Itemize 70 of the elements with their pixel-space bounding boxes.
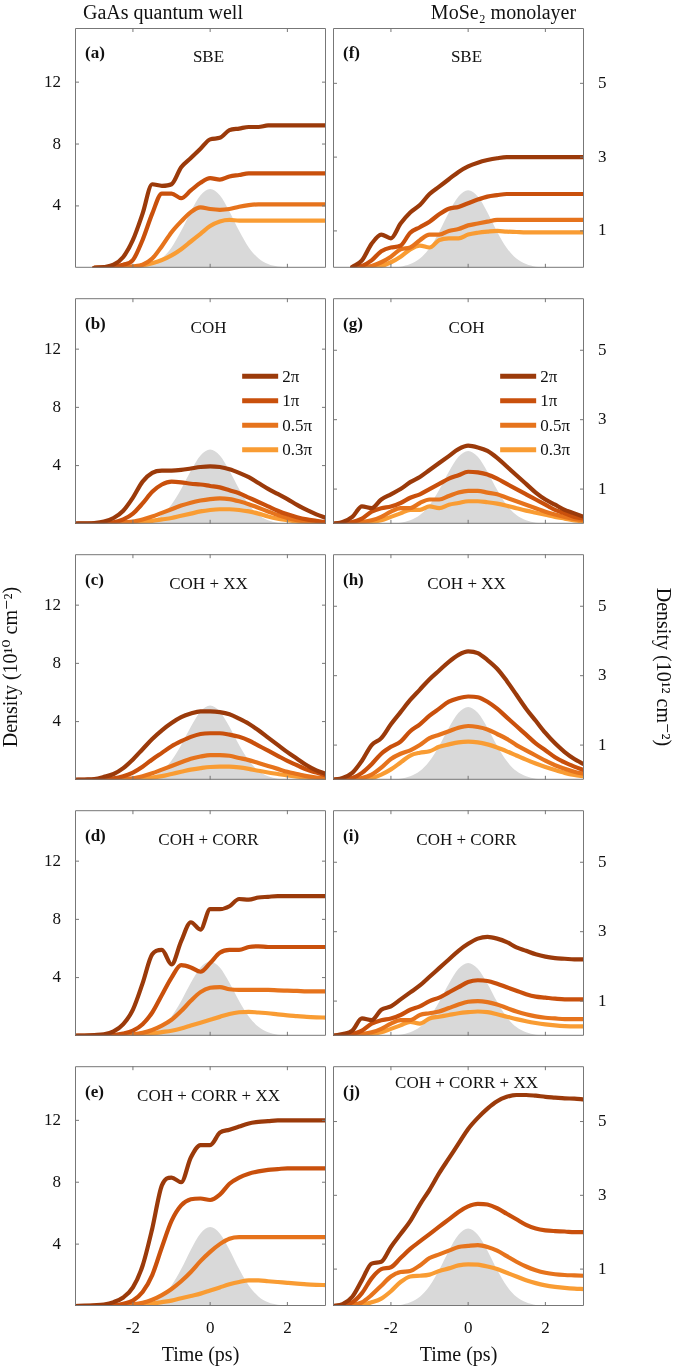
y2-tick-label: 5	[598, 72, 607, 92]
y2-tick-label: 3	[598, 409, 607, 429]
legend-label: 2π	[282, 366, 300, 386]
annotation: (d)	[85, 825, 106, 845]
y2-axis-title: Density (10¹² cm⁻²)	[651, 587, 673, 747]
text: SBE	[450, 47, 483, 67]
text: COH	[190, 317, 227, 337]
annotation: (h)	[343, 569, 364, 589]
y-tick-label: 12	[44, 850, 61, 870]
y2-tick-label: 1	[598, 734, 607, 754]
x-axis-title: Time (ps)	[419, 1343, 498, 1367]
y-tick-label: 4	[52, 455, 62, 475]
legend-label: 0.5π	[282, 415, 313, 435]
legend-label: 2π	[540, 366, 558, 386]
annotation: (j)	[343, 1081, 360, 1101]
y-tick-label: 12	[44, 594, 61, 614]
y2-tick-label: 1	[598, 1258, 607, 1278]
annotation: (i)	[343, 825, 360, 845]
y-tick-label: 8	[52, 133, 61, 153]
x-tick-label: -2	[125, 1317, 141, 1337]
y-tick-label: 8	[52, 652, 61, 672]
annotation: (f)	[343, 43, 360, 63]
y2-tick-label: 3	[598, 921, 607, 941]
legend-label: 0.3π	[282, 440, 313, 460]
annotation: (b)	[85, 313, 106, 333]
y2-tick-label: 1	[598, 220, 607, 240]
text: COH + XX	[169, 573, 248, 593]
y-tick-label: 12	[44, 1109, 61, 1129]
y-tick-label: 4	[52, 711, 62, 731]
annotation: (a)	[85, 43, 105, 63]
chart-subtitle: COH + CORR + XX	[395, 1072, 538, 1092]
y-tick-label: 8	[52, 908, 61, 928]
y-tick-label: 12	[44, 71, 61, 91]
annotation: (c)	[85, 569, 104, 589]
legend-label: 1π	[282, 391, 300, 411]
text: COH + CORR	[158, 829, 260, 849]
y2-tick-label: 3	[598, 665, 607, 685]
y2-tick-label: 5	[598, 851, 607, 871]
annotation: (e)	[85, 1081, 104, 1101]
y2-tick-label: 3	[598, 146, 607, 166]
y2-tick-label: 5	[598, 595, 607, 615]
x-tick-label: 0	[463, 1317, 473, 1337]
y2-tick-label: 1	[598, 478, 607, 498]
y-tick-label: 8	[52, 1171, 61, 1191]
x-tick-label: -2	[383, 1317, 399, 1337]
text: SBE	[192, 47, 225, 67]
text: COH	[448, 317, 485, 337]
y2-tick-label: 1	[598, 990, 607, 1010]
text: COH + CORR + XX	[137, 1085, 280, 1105]
y-tick-label: 4	[52, 967, 62, 987]
text: COH + XX	[427, 573, 506, 593]
chart-title: GaAs quantum well	[83, 1, 244, 25]
x-tick-label: 2	[541, 1317, 550, 1337]
annotation: (g)	[343, 313, 363, 333]
y-tick-label: 4	[52, 195, 62, 215]
y2-tick-label: 3	[598, 1184, 607, 1204]
legend-label: 0.5π	[540, 415, 571, 435]
legend-label: 0.3π	[540, 440, 571, 460]
y-tick-label: 12	[44, 338, 61, 358]
chart-title: MoSe₂ monolayer	[430, 1, 577, 25]
y2-tick-label: 5	[598, 1111, 607, 1131]
y-axis-title: Density (10¹⁰ cm⁻²)	[0, 586, 23, 748]
x-axis-title: Time (ps)	[161, 1343, 240, 1367]
legend-label: 1π	[540, 391, 558, 411]
y-tick-label: 4	[52, 1233, 62, 1253]
text: COH + CORR	[416, 829, 518, 849]
y-tick-label: 8	[52, 396, 61, 416]
x-tick-label: 2	[283, 1317, 292, 1337]
y2-tick-label: 5	[598, 339, 607, 359]
x-tick-label: 0	[205, 1317, 215, 1337]
